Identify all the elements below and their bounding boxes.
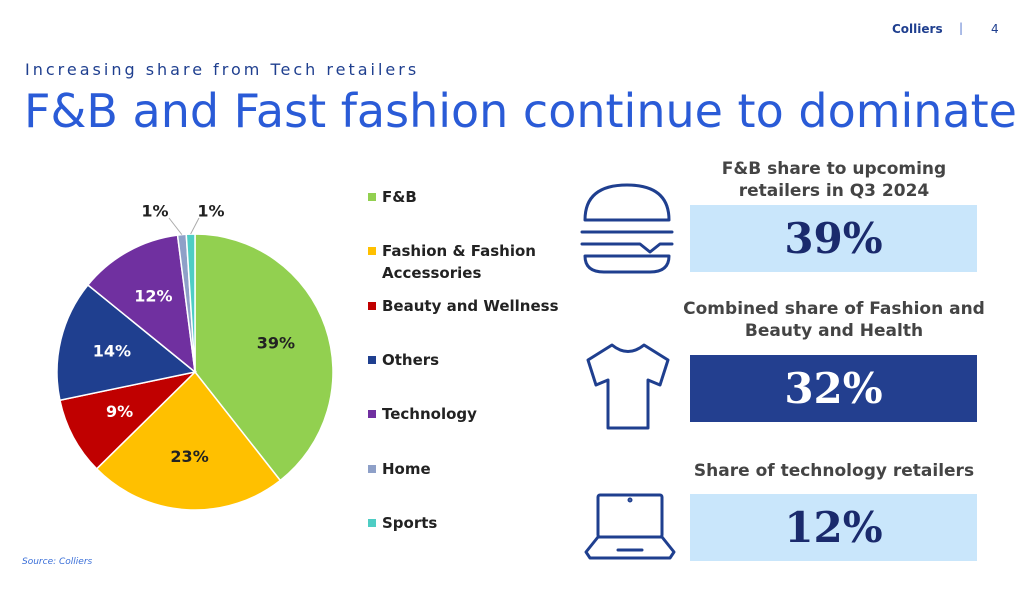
data-label: 39% <box>257 334 295 353</box>
burger-icon <box>583 254 671 274</box>
pie-slice <box>95 370 282 511</box>
data-label: 9% <box>106 402 133 421</box>
page-number: 4 <box>991 22 999 36</box>
laptop-icon <box>584 535 676 560</box>
brand: Colliers <box>892 22 943 36</box>
stat-value: 12% <box>690 494 977 561</box>
legend-item: Others <box>368 349 572 371</box>
data-label: 1% <box>197 202 224 221</box>
data-label: 12% <box>134 287 172 306</box>
legend-swatch <box>368 302 376 310</box>
data-label: 1% <box>141 202 168 221</box>
legend-item: Fashion & Fashion Accessories <box>368 240 572 284</box>
pie-slice <box>86 234 196 374</box>
legend-label: Others <box>382 351 440 369</box>
data-label: 23% <box>170 447 208 466</box>
source: Source: Colliers <box>22 557 93 567</box>
legend-swatch <box>368 193 376 201</box>
legend-swatch <box>368 247 376 255</box>
legend-label: Beauty and Wellness <box>382 297 559 315</box>
legend-label: Sports <box>382 514 438 532</box>
legend-label: Fashion & Fashion Accessories <box>382 242 536 282</box>
stat-value: 39% <box>690 205 977 272</box>
separator: | <box>959 21 964 35</box>
icons <box>580 183 676 560</box>
data-label: 14% <box>93 341 131 360</box>
legend-label: Technology <box>382 405 477 423</box>
legend-item: Beauty and Wellness <box>368 295 572 317</box>
pie-slice <box>56 283 197 402</box>
burger-icon <box>580 242 674 254</box>
stat-title: Combined share of Fashion and Beauty and… <box>683 299 985 341</box>
leader-line <box>190 217 200 235</box>
legend-item: Home <box>368 458 572 480</box>
tshirt-icon <box>586 343 670 430</box>
subtitle: Increasing share from Tech retailers <box>25 60 420 79</box>
stat-title: Share of technology retailers <box>693 461 975 481</box>
title: F&B and Fast fashion continue to dominat… <box>24 84 1017 138</box>
stat-title: F&B share to upcoming retailers in Q3 20… <box>721 159 947 201</box>
burger-icon <box>583 183 671 222</box>
pie-slice <box>59 370 198 470</box>
laptop-icon <box>627 497 633 503</box>
stat-value: 32% <box>690 355 977 422</box>
legend-swatch <box>368 465 376 473</box>
legend-swatch <box>368 519 376 527</box>
legend-swatch <box>368 410 376 418</box>
legend-item: Sports <box>368 512 572 534</box>
pie-slice <box>185 233 196 373</box>
legend-item: F&B <box>368 186 572 208</box>
leader-line <box>168 217 183 235</box>
legend-label: F&B <box>382 188 417 206</box>
legend-swatch <box>368 356 376 364</box>
pie-slice <box>194 233 334 482</box>
legend-label: Home <box>382 460 431 478</box>
legend-item: Technology <box>368 403 572 425</box>
